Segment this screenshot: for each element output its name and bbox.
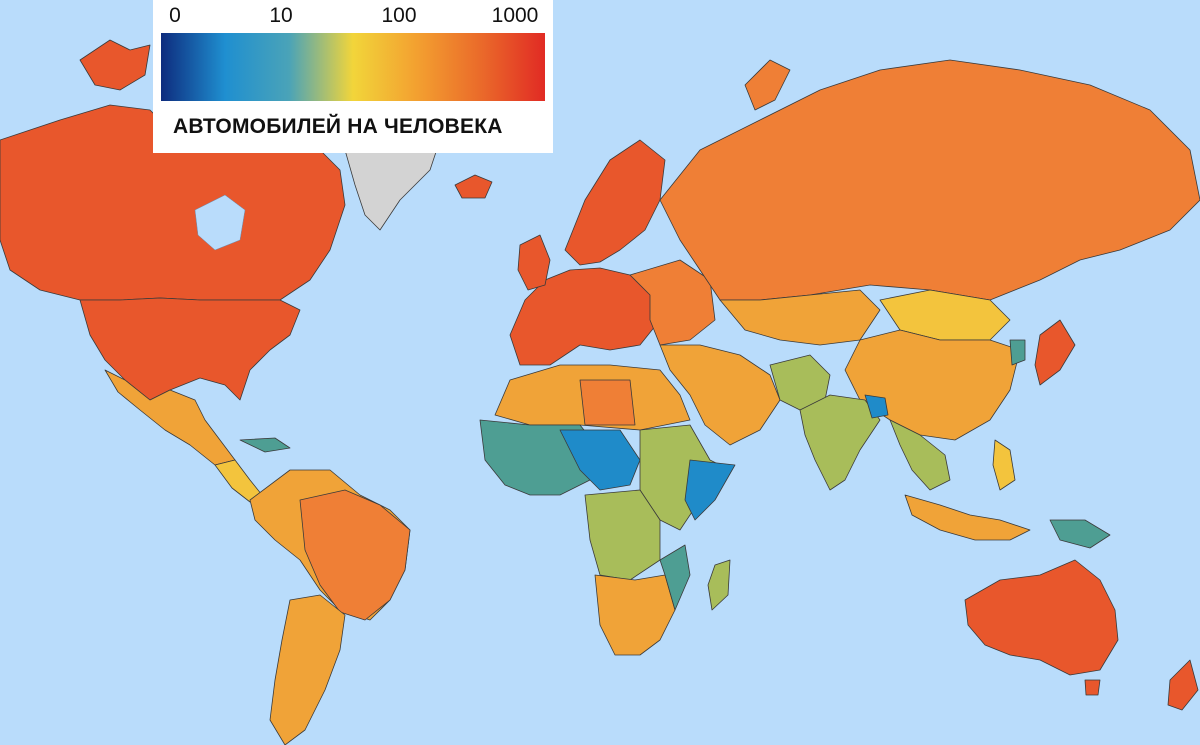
- region-british-isles: [517, 234, 551, 291]
- region-middle-east: [659, 344, 781, 446]
- region-caribbean: [239, 437, 291, 453]
- region-horn-of-africa: [684, 459, 736, 521]
- region-australia: [964, 559, 1119, 676]
- region-sahel-central: [559, 429, 641, 491]
- hudson-bay: [194, 194, 246, 251]
- region-malaysia-indonesia: [904, 494, 1031, 541]
- region-central-asia: [719, 289, 881, 346]
- region-iceland: [454, 174, 493, 199]
- region-new-zealand: [1167, 659, 1199, 711]
- region-bangladesh: [864, 394, 889, 419]
- legend-ticks: 0 10 100 1000: [153, 4, 553, 32]
- region-new-guinea: [1049, 519, 1111, 549]
- region-eastern-europe: [629, 259, 716, 346]
- region-central-africa: [584, 489, 661, 581]
- legend-tick-1000: 1000: [491, 4, 539, 27]
- region-philippines: [992, 439, 1016, 491]
- region-libya: [579, 379, 636, 426]
- region-south-america-south: [269, 594, 346, 745]
- legend-title: АВТОМОБИЛЕЙ НА ЧЕЛОВЕКА: [173, 115, 503, 138]
- region-brazil: [299, 489, 411, 621]
- legend-color-bar: [161, 33, 545, 101]
- legend-tick-10: 10: [269, 4, 293, 27]
- region-southeast-asia: [889, 419, 951, 491]
- legend-tick-100: 100: [381, 4, 417, 27]
- region-india: [799, 394, 881, 491]
- region-southern-africa: [594, 574, 676, 656]
- region-japan: [1034, 319, 1076, 386]
- region-madagascar: [707, 559, 731, 611]
- region-novaya-zemlya: [744, 59, 791, 111]
- region-mexico: [104, 369, 236, 466]
- color-legend: 0 10 100 1000 АВТОМОБИЛЕЙ НА ЧЕЛОВЕКА: [153, 0, 553, 153]
- region-korea: [1009, 339, 1026, 366]
- region-tasmania: [1084, 679, 1101, 696]
- legend-tick-0: 0: [169, 4, 181, 27]
- region-mozambique: [659, 544, 691, 611]
